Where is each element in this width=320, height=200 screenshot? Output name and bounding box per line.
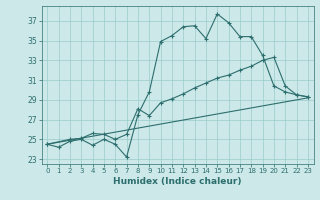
X-axis label: Humidex (Indice chaleur): Humidex (Indice chaleur) <box>113 177 242 186</box>
